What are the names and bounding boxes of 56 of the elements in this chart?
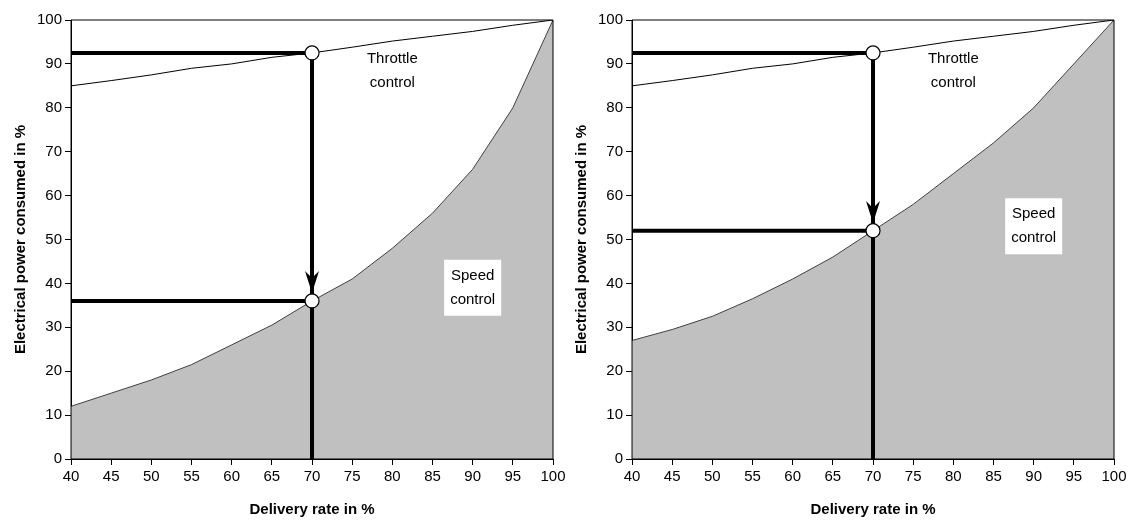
x-tick-label: 50 [143,467,160,485]
x-tick-label: 40 [62,467,80,485]
x-tick-label: 75 [343,467,361,485]
y-tick-label: 10 [606,405,624,423]
x-tick-label: 95 [1065,467,1083,485]
y-tick-label: 60 [45,185,63,203]
series-label: Speed control [450,265,496,307]
y-tick-label: 20 [606,361,624,379]
x-tick-label: 70 [303,467,321,485]
series-label: Throttle control [927,49,979,91]
y-tick-label: 100 [37,10,63,28]
x-tick-label: 45 [102,467,120,485]
y-axis-title: Electrical power consumed in % [11,124,29,355]
series-label: Throttle control [366,49,418,91]
x-tick-label: 60 [784,467,802,485]
x-tick-label: 85 [424,467,441,485]
y-tick-label: 70 [606,141,624,159]
x-tick-label: 70 [864,467,882,485]
y-tick-label: 100 [598,10,624,28]
x-tick-label: 90 [1025,467,1043,485]
x-tick-label: 55 [744,467,761,485]
y-tick-label: 30 [606,317,624,335]
y-tick-label: 0 [614,449,624,467]
y-tick-label: 50 [606,229,624,247]
x-tick-label: 95 [504,467,522,485]
x-tick-label: 60 [223,467,241,485]
y-tick-label: 40 [45,273,63,291]
x-tick-label: 65 [263,467,281,485]
y-tick-label: 50 [45,229,63,247]
x-tick-label: 85 [985,467,1002,485]
x-tick-label: 45 [663,467,681,485]
x-tick-label: 100 [1101,467,1127,485]
x-tick-label: 65 [824,467,842,485]
x-tick-label: 90 [464,467,482,485]
x-tick-label: 80 [945,467,962,485]
y-tick-label: 80 [606,97,624,115]
y-tick-label: 10 [45,405,63,423]
x-tick-label: 50 [704,467,721,485]
y-tick-label: 30 [45,317,63,335]
y-tick-label: 90 [45,54,63,72]
y-tick-label: 0 [53,449,63,467]
y-tick-label: 20 [45,361,63,379]
x-axis-title: Delivery rate in % [810,500,936,518]
x-tick-label: 100 [540,467,566,485]
y-tick-label: 70 [45,141,63,159]
series-label: Speed control [1011,204,1057,246]
y-tick-label: 80 [45,97,63,115]
x-tick-label: 75 [904,467,922,485]
x-tick-label: 55 [183,467,200,485]
x-axis-title: Delivery rate in % [249,500,375,518]
y-tick-label: 40 [606,273,624,291]
y-tick-label: 60 [606,185,624,203]
x-tick-label: 80 [384,467,401,485]
y-tick-label: 90 [606,54,624,72]
x-tick-label: 40 [623,467,641,485]
y-axis-title: Electrical power consumed in % [572,124,590,355]
